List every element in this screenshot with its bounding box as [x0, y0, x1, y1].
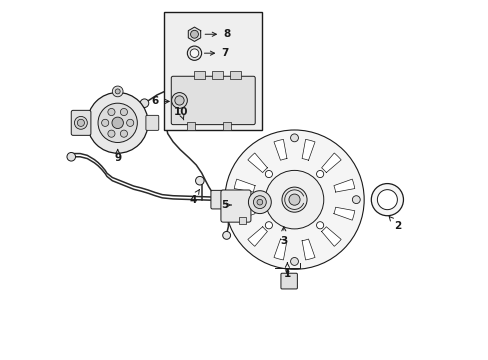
Text: 1: 1: [283, 263, 290, 279]
Circle shape: [257, 199, 262, 205]
Polygon shape: [273, 239, 286, 260]
Circle shape: [126, 119, 134, 126]
Circle shape: [265, 222, 272, 229]
Circle shape: [87, 93, 148, 153]
FancyBboxPatch shape: [221, 190, 250, 222]
Circle shape: [187, 46, 201, 60]
Polygon shape: [273, 139, 286, 160]
Polygon shape: [302, 139, 314, 160]
Text: 2: 2: [388, 216, 401, 231]
Bar: [164, 12, 262, 130]
Polygon shape: [302, 239, 314, 260]
Circle shape: [112, 117, 123, 129]
Circle shape: [370, 184, 403, 216]
Circle shape: [264, 170, 323, 229]
Text: 7: 7: [204, 48, 228, 58]
Circle shape: [120, 108, 127, 116]
Circle shape: [290, 134, 298, 142]
FancyBboxPatch shape: [281, 273, 297, 289]
Polygon shape: [321, 153, 341, 172]
Circle shape: [74, 116, 87, 129]
FancyBboxPatch shape: [171, 76, 255, 125]
Circle shape: [171, 93, 187, 108]
Circle shape: [120, 130, 127, 137]
Circle shape: [190, 49, 198, 58]
Circle shape: [222, 231, 230, 239]
Polygon shape: [333, 179, 354, 192]
FancyBboxPatch shape: [210, 190, 226, 209]
Text: 8: 8: [204, 29, 230, 39]
Polygon shape: [321, 227, 341, 246]
Polygon shape: [333, 207, 354, 220]
Bar: [223, 122, 230, 130]
Circle shape: [265, 171, 272, 177]
FancyBboxPatch shape: [71, 111, 91, 135]
Bar: [239, 217, 246, 224]
Polygon shape: [234, 207, 255, 220]
Circle shape: [248, 191, 271, 213]
Circle shape: [227, 199, 234, 206]
Circle shape: [224, 130, 364, 269]
Circle shape: [290, 257, 298, 265]
Polygon shape: [247, 227, 267, 246]
Circle shape: [112, 86, 123, 97]
Polygon shape: [247, 153, 267, 172]
Circle shape: [67, 153, 75, 161]
Circle shape: [352, 196, 360, 203]
Circle shape: [108, 108, 115, 116]
Circle shape: [190, 30, 198, 38]
Bar: [187, 122, 195, 130]
Circle shape: [377, 190, 397, 210]
Bar: [230, 71, 241, 79]
FancyBboxPatch shape: [145, 115, 159, 130]
Circle shape: [316, 171, 323, 177]
Text: 3: 3: [280, 227, 287, 246]
Text: 4: 4: [189, 189, 199, 204]
Circle shape: [288, 194, 300, 205]
Text: 6: 6: [151, 96, 169, 107]
Circle shape: [195, 176, 203, 185]
Circle shape: [253, 196, 266, 208]
Circle shape: [115, 89, 120, 94]
Circle shape: [77, 119, 84, 126]
Circle shape: [102, 119, 108, 126]
Circle shape: [316, 222, 323, 229]
Circle shape: [108, 130, 115, 137]
Text: 5: 5: [221, 200, 231, 210]
Text: 9: 9: [114, 149, 121, 163]
Bar: [194, 71, 205, 79]
Text: 10: 10: [173, 107, 188, 120]
Circle shape: [282, 187, 306, 212]
Bar: [212, 71, 223, 79]
Circle shape: [175, 96, 184, 105]
Circle shape: [98, 103, 137, 143]
Polygon shape: [188, 27, 200, 41]
Circle shape: [140, 99, 148, 108]
Polygon shape: [234, 179, 255, 192]
Circle shape: [228, 196, 236, 203]
